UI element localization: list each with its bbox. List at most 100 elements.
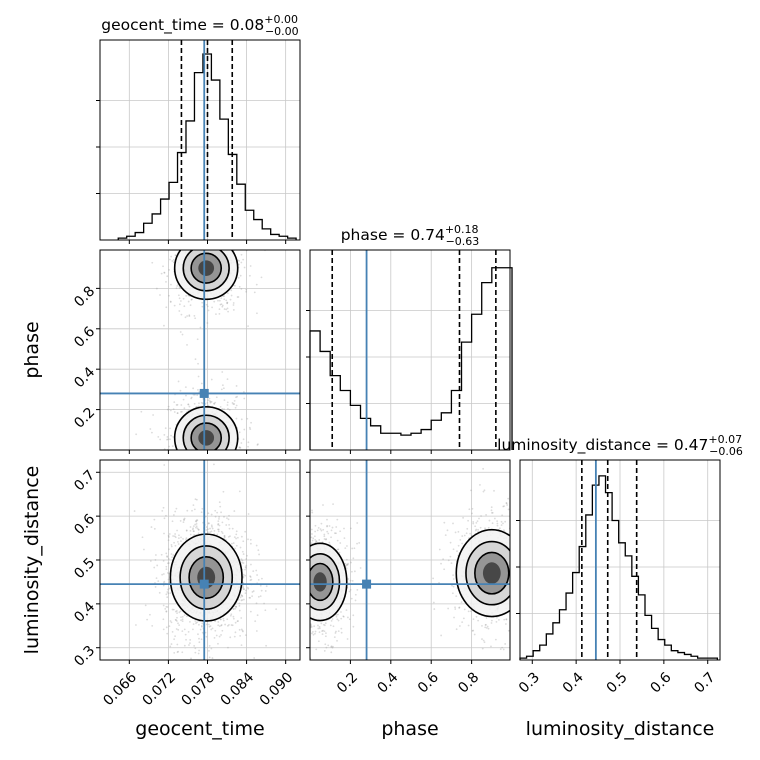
sample-point [305,532,307,534]
sample-point [234,547,237,550]
truth-marker [362,579,372,589]
sample-point [177,537,180,540]
sample-point [323,650,326,652]
sample-point [462,516,464,519]
sample-point [185,538,187,541]
sample-point [304,603,306,605]
sample-point [198,623,200,626]
sample-point [186,509,189,512]
y-tick-label: 0.4 [71,599,98,626]
sample-point [167,534,170,537]
y-tick-label: 0.4 [71,364,98,391]
sample-point [234,607,237,610]
sample-point [249,579,252,582]
sample-point [238,263,240,266]
sample-point [455,595,458,598]
sample-point [460,601,463,604]
sample-point [201,670,203,672]
sample-point [146,618,149,621]
sample-point [171,630,174,633]
sample-point [200,246,202,248]
sample-point [196,394,199,397]
sample-point [175,610,178,612]
sample-point [346,638,349,640]
sample-point [314,530,317,533]
sample-point [165,610,168,613]
y-tick-label: 0.5 [71,555,98,582]
sample-point [310,624,313,627]
sample-point [356,588,359,591]
sample-point [154,586,157,588]
sample-point [151,624,154,627]
sample-point [169,301,172,303]
sample-point [181,410,183,413]
sample-point [332,645,334,648]
sample-point [353,547,356,550]
sample-point [221,408,224,410]
sample-point [197,362,199,365]
sample-point [235,385,238,387]
sample-point [314,630,317,633]
sample-point [185,529,188,532]
sample-point [205,303,208,306]
sample-point [149,613,151,616]
sample-point [218,675,220,677]
x-tick-label: 0.2 [334,669,361,696]
sample-point [511,575,513,577]
sample-point [217,299,219,302]
sample-point [183,519,185,522]
sample-point [241,550,244,553]
sample-point [513,589,515,591]
sample-point [517,516,519,518]
sample-point [175,287,178,290]
sample-point [163,433,166,436]
sample-point [232,608,235,610]
sample-point [211,627,214,630]
sample-point [240,535,243,538]
sample-point [336,639,338,642]
title-sub: −0.00 [265,25,299,38]
sample-point [162,604,165,607]
sample-point [232,615,235,618]
sample-point [161,509,164,512]
sample-point [223,457,225,459]
sample-point [231,402,234,404]
sample-point [330,619,333,622]
sample-point [236,620,239,623]
sample-point [162,628,165,631]
sample-point [165,565,168,568]
sample-point [485,623,487,626]
sample-point [303,621,305,623]
sample-point [229,614,232,617]
sample-point [446,529,449,532]
sample-point [472,521,475,523]
sample-point [222,617,225,620]
sample-point [307,543,309,545]
sample-point [240,644,243,647]
sample-point [220,624,223,626]
sample-point [516,537,518,539]
sample-point [227,646,229,649]
sample-point [236,395,238,398]
sample-point [233,243,235,245]
sample-point [205,635,208,638]
sample-point [490,619,493,622]
sample-point [180,313,183,316]
sample-point [310,536,313,539]
sample-point [515,550,517,552]
sample-point [468,508,471,511]
sample-point [247,441,250,444]
sample-point [256,312,258,315]
sample-point [226,302,228,305]
sample-point [176,285,179,287]
sample-point [217,528,220,531]
sample-point [483,641,486,644]
sample-point [172,608,175,611]
sample-point [320,622,323,625]
sample-point [242,391,245,393]
sample-point [223,408,225,411]
x-tick-label: 0.3 [516,669,543,696]
sample-point [193,402,196,405]
sample-point [192,527,195,530]
sample-point [510,568,512,570]
